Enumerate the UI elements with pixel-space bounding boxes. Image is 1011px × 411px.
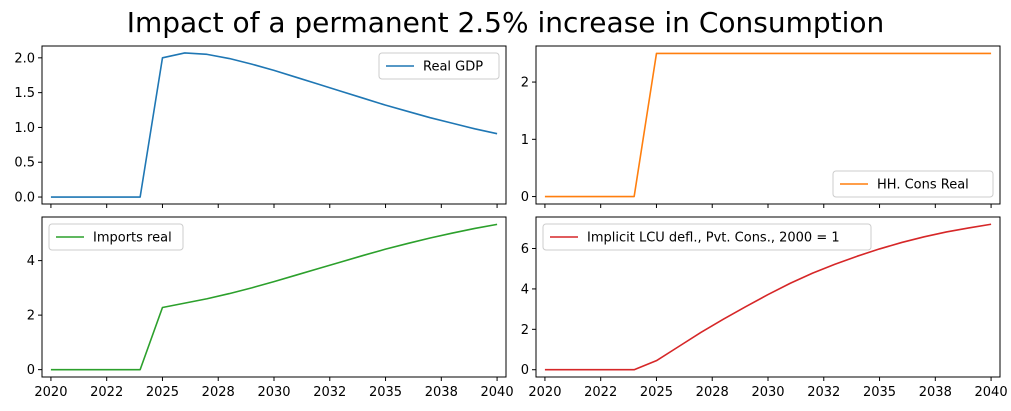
y-tick-label: 1.5 bbox=[14, 86, 35, 101]
legend: Implicit LCU defl., Pvt. Cons., 2000 = 1 bbox=[542, 223, 872, 251]
x-tick-label: 2020 bbox=[528, 385, 561, 400]
x-tick-label: 2040 bbox=[975, 385, 1008, 400]
legend-label: Imports real bbox=[93, 231, 172, 246]
x-tick-label: 2025 bbox=[146, 385, 179, 400]
axes-frame bbox=[535, 216, 1001, 378]
x-tick-label: 2022 bbox=[584, 385, 617, 400]
x-tick-label: 2035 bbox=[369, 385, 402, 400]
y-tick-label: 2.0 bbox=[14, 51, 35, 66]
legend-box bbox=[48, 223, 184, 251]
axes-frame bbox=[41, 216, 507, 378]
x-tick-label: 2040 bbox=[481, 385, 514, 400]
y-tick-label: 1.0 bbox=[14, 121, 35, 136]
x-tick-label: 2028 bbox=[202, 385, 235, 400]
series-line-hh-cons-real bbox=[544, 52, 992, 198]
y-tick-label: 2 bbox=[521, 323, 529, 338]
y-tick-label: 6 bbox=[521, 242, 529, 257]
legend: HH. Cons Real bbox=[832, 170, 994, 198]
axes-frame bbox=[41, 45, 507, 205]
y-tick-label: 0.5 bbox=[14, 156, 35, 171]
y-tick-label: 2 bbox=[521, 76, 529, 91]
legend: Real GDP bbox=[378, 52, 500, 80]
y-tick-label: 4 bbox=[27, 254, 35, 269]
x-tick-label: 2030 bbox=[751, 385, 784, 400]
y-tick-label: 4 bbox=[521, 282, 529, 297]
chart-panel-4: 0 2 4 6 2020 2022 2025 2028 2030 2032 2035 2038 2040… bbox=[521, 216, 1008, 400]
legend: Imports real bbox=[48, 223, 184, 251]
legend-box bbox=[378, 52, 500, 80]
axes-frame bbox=[535, 45, 1001, 205]
y-tick-label: 1 bbox=[521, 133, 529, 148]
y-tick-label: 0.0 bbox=[14, 191, 35, 206]
x-tick-label: 2030 bbox=[257, 385, 290, 400]
chart-panel-1: 0.0 0.5 1.0 1.5 2.0 Real GDP bbox=[14, 45, 507, 208]
series-line-imports-real bbox=[50, 223, 498, 371]
x-tick-label: 2020 bbox=[34, 385, 67, 400]
x-tick-label: 2028 bbox=[696, 385, 729, 400]
legend-label: Implicit LCU defl., Pvt. Cons., 2000 = 1 bbox=[587, 231, 840, 246]
legend-box bbox=[832, 170, 994, 198]
y-tick-label: 0 bbox=[521, 190, 529, 205]
x-tick-label: 2038 bbox=[919, 385, 952, 400]
x-tick-label: 2038 bbox=[425, 385, 458, 400]
x-tick-label: 2022 bbox=[90, 385, 123, 400]
y-tick-label: 0 bbox=[521, 363, 529, 378]
y-tick-label: 0 bbox=[27, 363, 35, 378]
figure-title: Impact of a permanent 2.5% increase in C… bbox=[127, 6, 885, 39]
series-line-real-gdp bbox=[50, 52, 498, 198]
x-tick-label: 2032 bbox=[313, 385, 346, 400]
legend-label: HH. Cons Real bbox=[877, 178, 969, 193]
x-tick-label: 2035 bbox=[863, 385, 896, 400]
chart-panel-2: 0 1 2 HH. Cons Real bbox=[521, 45, 1001, 208]
chart-panel-3: 0 2 4 2020 2022 2025 2028 2030 2032 2035 2038 2040 I… bbox=[27, 216, 514, 400]
x-tick-label: 2025 bbox=[640, 385, 673, 400]
x-tick-label: 2032 bbox=[807, 385, 840, 400]
series-line-implicit-lcu-defl-pvt-cons-2000-1 bbox=[544, 223, 992, 371]
y-tick-label: 2 bbox=[27, 309, 35, 324]
legend-box bbox=[542, 223, 872, 251]
legend-label: Real GDP bbox=[423, 60, 483, 75]
